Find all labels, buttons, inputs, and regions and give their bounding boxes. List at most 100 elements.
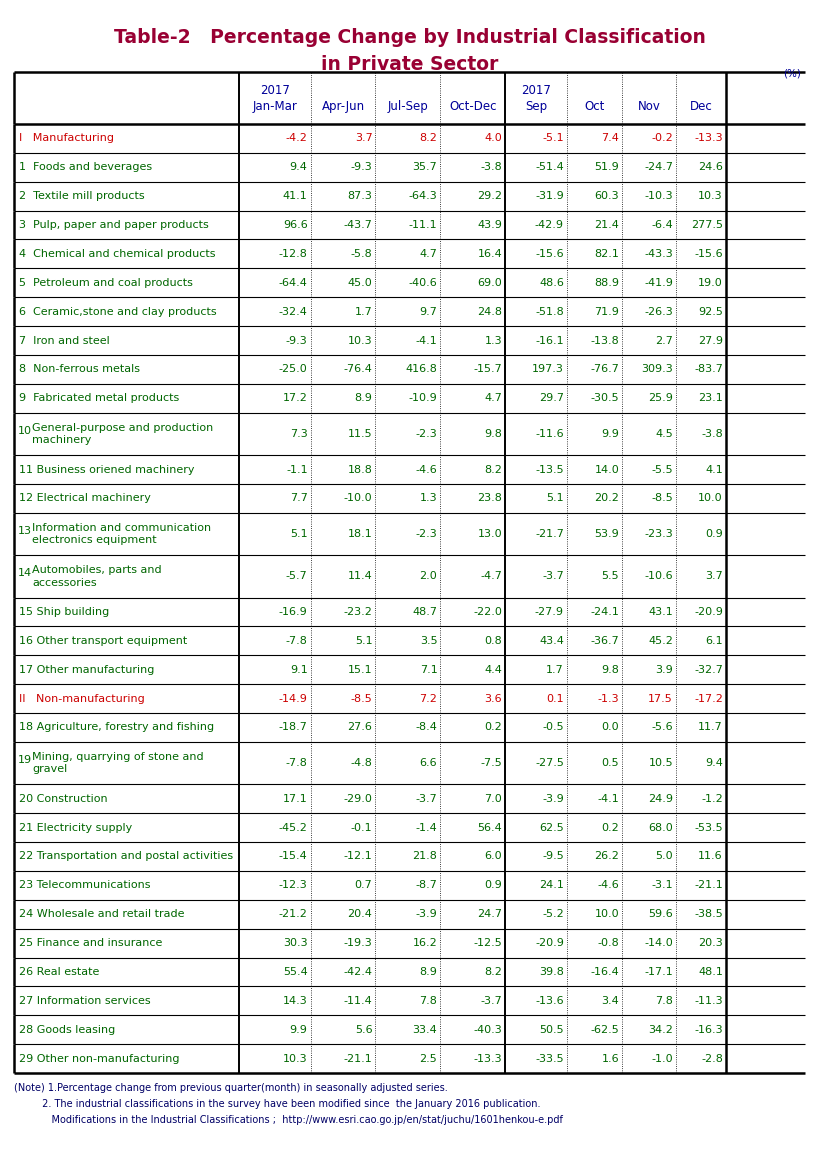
Text: -42.9: -42.9 (535, 220, 564, 230)
Text: -4.6: -4.6 (598, 880, 619, 891)
Text: 16 Other transport equipment: 16 Other transport equipment (19, 636, 188, 645)
Text: 0.1: 0.1 (546, 693, 564, 704)
Text: 24 Wholesale and retail trade: 24 Wholesale and retail trade (19, 909, 184, 919)
Text: -1.1: -1.1 (286, 464, 308, 475)
Text: -5.7: -5.7 (286, 572, 308, 581)
Text: 7.8: 7.8 (655, 996, 673, 1005)
Text: -51.8: -51.8 (535, 306, 564, 317)
Text: 51.9: 51.9 (595, 162, 619, 172)
Text: 5.1: 5.1 (546, 493, 564, 504)
Text: 277.5: 277.5 (691, 220, 723, 230)
Text: 20.2: 20.2 (595, 493, 619, 504)
Text: -5.5: -5.5 (651, 464, 673, 475)
Text: 1  Foods and beverages: 1 Foods and beverages (19, 162, 152, 172)
Text: -1.3: -1.3 (598, 693, 619, 704)
Text: 6  Ceramic,stone and clay products: 6 Ceramic,stone and clay products (19, 306, 216, 317)
Text: -51.4: -51.4 (535, 162, 564, 172)
Text: 41.1: 41.1 (283, 192, 308, 201)
Text: 0.0: 0.0 (602, 722, 619, 733)
Text: -8.4: -8.4 (415, 722, 437, 733)
Text: 62.5: 62.5 (539, 823, 564, 832)
Text: -3.7: -3.7 (415, 794, 437, 804)
Text: 27 Information services: 27 Information services (19, 996, 151, 1005)
Text: 24.6: 24.6 (698, 162, 723, 172)
Text: 11.7: 11.7 (698, 722, 723, 733)
Text: -41.9: -41.9 (645, 278, 673, 288)
Text: 7.3: 7.3 (290, 429, 308, 438)
Text: 4  Chemical and chemical products: 4 Chemical and chemical products (19, 249, 215, 260)
Text: 2  Textile mill products: 2 Textile mill products (19, 192, 145, 201)
Text: 24.7: 24.7 (477, 909, 502, 919)
Text: 14.0: 14.0 (595, 464, 619, 475)
Text: 8  Non-ferrous metals: 8 Non-ferrous metals (19, 365, 140, 374)
Text: 9.8: 9.8 (484, 429, 502, 438)
Text: 19: 19 (18, 755, 32, 765)
Text: 4.7: 4.7 (419, 249, 437, 260)
Text: 18.1: 18.1 (348, 530, 373, 539)
Text: -11.3: -11.3 (695, 996, 723, 1005)
Text: -5.6: -5.6 (651, 722, 673, 733)
Text: 4.1: 4.1 (705, 464, 723, 475)
Text: 15.1: 15.1 (348, 665, 373, 675)
Text: 1.3: 1.3 (485, 336, 502, 346)
Text: 23.1: 23.1 (698, 393, 723, 403)
Text: 24.8: 24.8 (477, 306, 502, 317)
Text: -43.7: -43.7 (344, 220, 373, 230)
Text: 23 Telecommunications: 23 Telecommunications (19, 880, 151, 891)
Text: 71.9: 71.9 (595, 306, 619, 317)
Text: -2.3: -2.3 (415, 429, 437, 438)
Text: 11 Business oriened machinery: 11 Business oriened machinery (19, 464, 194, 475)
Text: 0.5: 0.5 (602, 758, 619, 768)
Text: 4.5: 4.5 (655, 429, 673, 438)
Text: 20.3: 20.3 (698, 938, 723, 948)
Text: 48.1: 48.1 (698, 967, 723, 977)
Text: -6.4: -6.4 (651, 220, 673, 230)
Text: II   Non-manufacturing: II Non-manufacturing (19, 693, 145, 704)
Text: -21.1: -21.1 (695, 880, 723, 891)
Text: -64.3: -64.3 (409, 192, 437, 201)
Text: 2017: 2017 (260, 84, 290, 97)
Text: -20.9: -20.9 (535, 938, 564, 948)
Text: -32.7: -32.7 (694, 665, 723, 675)
Text: -12.1: -12.1 (344, 851, 373, 862)
Text: 29.7: 29.7 (539, 393, 564, 403)
Text: -4.7: -4.7 (480, 572, 502, 581)
Text: 3.9: 3.9 (655, 665, 673, 675)
Text: 48.7: 48.7 (412, 607, 437, 617)
Text: 2. The industrial classifications in the survey have been modified since  the Ja: 2. The industrial classifications in the… (14, 1099, 541, 1109)
Text: 5  Petroleum and coal products: 5 Petroleum and coal products (19, 278, 193, 288)
Text: 1.3: 1.3 (419, 493, 437, 504)
Text: -10.3: -10.3 (645, 192, 673, 201)
Text: -17.1: -17.1 (645, 967, 673, 977)
Text: 4.7: 4.7 (484, 393, 502, 403)
Text: 10.5: 10.5 (649, 758, 673, 768)
Text: 28 Goods leasing: 28 Goods leasing (19, 1025, 115, 1035)
Text: 8.9: 8.9 (355, 393, 373, 403)
Text: 88.9: 88.9 (595, 278, 619, 288)
Text: 17.2: 17.2 (283, 393, 308, 403)
Text: -13.3: -13.3 (695, 133, 723, 144)
Text: -27.9: -27.9 (535, 607, 564, 617)
Text: Oct: Oct (585, 101, 604, 113)
Text: -7.8: -7.8 (286, 758, 308, 768)
Text: 43.4: 43.4 (539, 636, 564, 645)
Text: in Private Sector: in Private Sector (321, 55, 498, 74)
Text: -9.5: -9.5 (542, 851, 564, 862)
Text: -32.4: -32.4 (278, 306, 308, 317)
Text: 24.9: 24.9 (648, 794, 673, 804)
Text: -19.3: -19.3 (344, 938, 373, 948)
Text: -5.1: -5.1 (542, 133, 564, 144)
Text: -3.9: -3.9 (415, 909, 437, 919)
Text: -8.5: -8.5 (651, 493, 673, 504)
Text: 68.0: 68.0 (649, 823, 673, 832)
Text: 92.5: 92.5 (698, 306, 723, 317)
Text: 5.1: 5.1 (355, 636, 373, 645)
Text: 9.4: 9.4 (290, 162, 308, 172)
Text: 5.0: 5.0 (655, 851, 673, 862)
Text: -30.5: -30.5 (590, 393, 619, 403)
Text: 53.9: 53.9 (595, 530, 619, 539)
Text: 9.4: 9.4 (705, 758, 723, 768)
Text: 6.0: 6.0 (485, 851, 502, 862)
Text: -11.6: -11.6 (536, 429, 564, 438)
Text: 56.4: 56.4 (477, 823, 502, 832)
